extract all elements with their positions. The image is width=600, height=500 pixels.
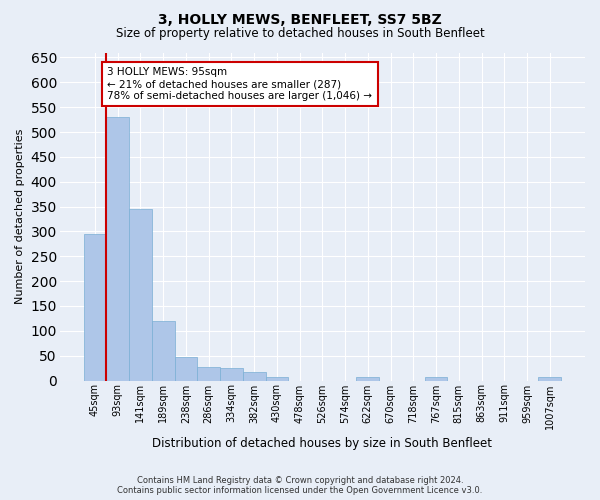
Bar <box>220 368 243 380</box>
Bar <box>425 376 448 380</box>
Text: Contains HM Land Registry data © Crown copyright and database right 2024.
Contai: Contains HM Land Registry data © Crown c… <box>118 476 482 495</box>
Text: Size of property relative to detached houses in South Benfleet: Size of property relative to detached ho… <box>116 28 484 40</box>
Text: 3, HOLLY MEWS, BENFLEET, SS7 5BZ: 3, HOLLY MEWS, BENFLEET, SS7 5BZ <box>158 12 442 26</box>
Bar <box>83 234 106 380</box>
Bar <box>356 376 379 380</box>
Bar <box>538 376 561 380</box>
Bar <box>106 117 129 380</box>
Bar <box>175 356 197 380</box>
Bar <box>152 321 175 380</box>
Text: 3 HOLLY MEWS: 95sqm
← 21% of detached houses are smaller (287)
78% of semi-detac: 3 HOLLY MEWS: 95sqm ← 21% of detached ho… <box>107 68 373 100</box>
Bar <box>129 209 152 380</box>
Bar <box>243 372 266 380</box>
X-axis label: Distribution of detached houses by size in South Benfleet: Distribution of detached houses by size … <box>152 437 493 450</box>
Y-axis label: Number of detached properties: Number of detached properties <box>15 129 25 304</box>
Bar <box>197 366 220 380</box>
Bar <box>266 376 288 380</box>
